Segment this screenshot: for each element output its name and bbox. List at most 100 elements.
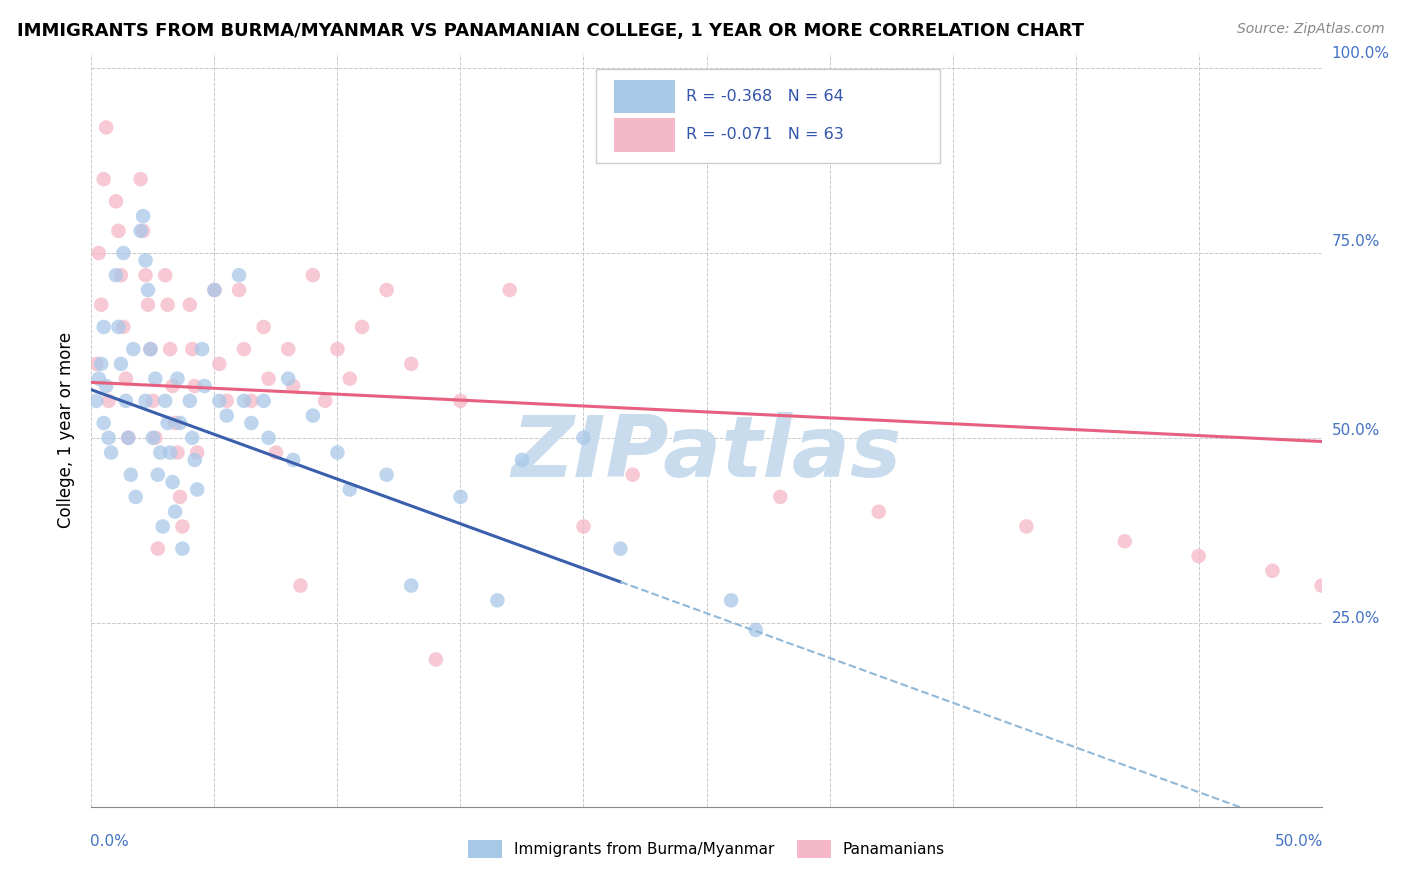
Point	[162, 475, 184, 489]
Point	[97, 393, 120, 408]
Point	[1114, 534, 1136, 549]
Point	[105, 268, 127, 283]
Point	[183, 453, 207, 467]
Text: 50.0%: 50.0%	[1274, 834, 1323, 848]
Point	[142, 393, 165, 408]
Point	[191, 342, 214, 356]
Point	[375, 467, 398, 482]
Point	[142, 431, 165, 445]
Point	[120, 467, 142, 482]
Point	[240, 416, 263, 430]
Point	[290, 578, 312, 592]
Point	[179, 393, 201, 408]
Point	[169, 416, 191, 430]
Point	[114, 393, 138, 408]
Point	[107, 320, 129, 334]
FancyBboxPatch shape	[614, 119, 675, 152]
Point	[159, 342, 181, 356]
Text: 50.0%: 50.0%	[1331, 423, 1379, 438]
Point	[193, 379, 217, 393]
Point	[163, 416, 186, 430]
Point	[498, 283, 520, 297]
Point	[281, 379, 304, 393]
Point	[1261, 564, 1284, 578]
Point	[257, 372, 280, 386]
Point	[208, 357, 231, 371]
Point	[156, 298, 179, 312]
Point	[281, 453, 304, 467]
Point	[124, 490, 146, 504]
Point	[135, 253, 156, 268]
Point	[326, 445, 349, 459]
Point	[135, 268, 156, 283]
Point	[93, 172, 115, 186]
Point	[159, 445, 181, 459]
Point	[90, 298, 112, 312]
Point	[769, 490, 792, 504]
Point	[107, 224, 129, 238]
Point	[112, 320, 135, 334]
Point	[745, 623, 768, 637]
Point	[326, 342, 349, 356]
Point	[486, 593, 509, 607]
Point	[609, 541, 631, 556]
Y-axis label: College, 1 year or more: College, 1 year or more	[58, 333, 76, 528]
Text: 100.0%: 100.0%	[1331, 46, 1389, 61]
Point	[425, 652, 447, 666]
FancyBboxPatch shape	[596, 69, 941, 163]
Point	[87, 246, 110, 260]
Text: 0.0%: 0.0%	[90, 834, 129, 848]
Legend: Immigrants from Burma/Myanmar, Panamanians: Immigrants from Burma/Myanmar, Panamania…	[461, 834, 952, 863]
Point	[93, 320, 115, 334]
Text: 75.0%: 75.0%	[1331, 235, 1379, 250]
Point	[215, 409, 238, 423]
Point	[135, 393, 156, 408]
Point	[153, 268, 177, 283]
Point	[186, 483, 208, 497]
Point	[122, 342, 145, 356]
Point	[100, 445, 122, 459]
Point	[166, 372, 188, 386]
Point	[352, 320, 374, 334]
Point	[139, 342, 162, 356]
Point	[169, 490, 191, 504]
Point	[146, 467, 169, 482]
Point	[114, 372, 138, 386]
Point	[183, 379, 207, 393]
Point	[314, 393, 336, 408]
Point	[510, 453, 533, 467]
Point	[240, 393, 263, 408]
Point	[146, 541, 169, 556]
Point	[232, 393, 256, 408]
Point	[301, 268, 323, 283]
Text: 25.0%: 25.0%	[1331, 611, 1379, 626]
Point	[136, 298, 159, 312]
Text: R = -0.368   N = 64: R = -0.368 N = 64	[686, 89, 844, 104]
Point	[399, 578, 422, 592]
Point	[1310, 578, 1333, 592]
Point	[179, 298, 201, 312]
Point	[375, 283, 398, 297]
Point	[253, 320, 276, 334]
Point	[621, 467, 644, 482]
Point	[97, 431, 120, 445]
Point	[264, 445, 287, 459]
Point	[1015, 519, 1038, 533]
Point	[720, 593, 742, 607]
Point	[110, 268, 132, 283]
Point	[129, 224, 152, 238]
Point	[399, 357, 422, 371]
Point	[277, 372, 299, 386]
Text: IMMIGRANTS FROM BURMA/MYANMAR VS PANAMANIAN COLLEGE, 1 YEAR OR MORE CORRELATION : IMMIGRANTS FROM BURMA/MYANMAR VS PANAMAN…	[17, 22, 1084, 40]
Point	[181, 431, 204, 445]
Point	[215, 393, 238, 408]
Point	[136, 283, 159, 297]
Point	[93, 416, 115, 430]
Text: R = -0.071   N = 63: R = -0.071 N = 63	[686, 128, 844, 143]
Point	[1187, 549, 1209, 563]
Text: ZIPatlas: ZIPatlas	[512, 411, 901, 494]
Point	[257, 431, 280, 445]
Point	[232, 342, 256, 356]
Point	[181, 342, 204, 356]
Point	[90, 357, 112, 371]
